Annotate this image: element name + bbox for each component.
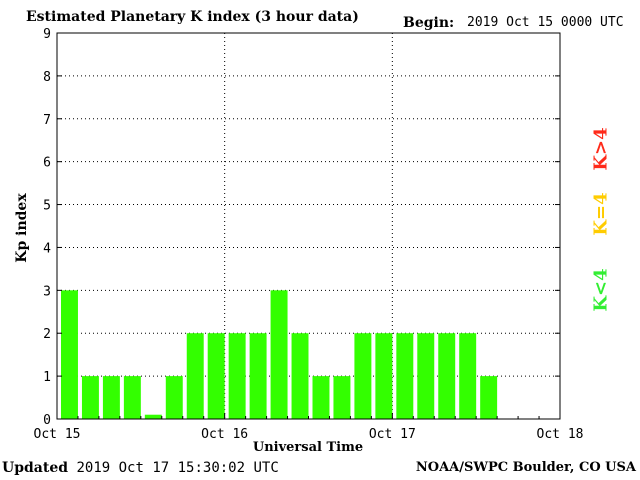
kp-bar [375,333,393,419]
y-tick-label: 7 [43,113,51,128]
kp-bar [312,376,330,419]
x-tick-label: Oct 17 [369,427,416,442]
begin-value: 2019 Oct 15 0000 UTC [467,15,624,30]
begin-label: Begin: [403,15,455,31]
kp-bar [438,333,456,419]
y-tick-label: 9 [43,27,51,42]
legend-k-equal-4: K=4 [590,192,612,236]
kp-bar [480,376,498,419]
chart-title: Estimated Planetary K index (3 hour data… [26,9,359,25]
kp-bar [333,376,351,419]
legend-k-greater-4: K>4 [590,127,612,171]
updated-value: 2019 Oct 17 15:30:02 UTC [76,460,279,476]
kp-bar [270,290,288,419]
x-axis-label: Universal Time [252,440,364,455]
x-ticks: Oct 15 Oct 16 Oct 17 Oct 18 [34,413,584,442]
credit-text: NOAA/SWPC Boulder, CO USA [415,460,636,475]
y-tick-label: 0 [43,413,51,428]
updated-timestamp: Updated 2019 Oct 17 15:30:02 UTC [2,460,279,476]
kp-bar [165,376,183,419]
y-tick-label: 4 [43,241,51,256]
kp-bar [354,333,372,419]
y-tick-label: 6 [43,156,51,171]
kp-bar [417,333,435,419]
kp-bar [459,333,477,419]
x-tick-label: Oct 15 [34,427,81,442]
y-tick-label: 3 [43,284,51,299]
grid-lines [57,33,560,419]
y-axis-label: Kp index [14,193,30,263]
kp-bar [123,376,141,419]
kp-bar [186,333,204,419]
x-tick-label: Oct 16 [201,427,248,442]
y-tick-label: 5 [43,199,51,214]
y-tick-label: 2 [43,327,51,342]
kp-bar [81,376,99,419]
y-tick-label: 1 [43,370,51,385]
kp-bar [144,414,162,419]
y-ticks: 0 1 2 3 4 5 6 7 8 9 [43,27,560,428]
kp-bar [228,333,246,419]
kp-bar [61,290,78,419]
kp-bar [291,333,309,419]
updated-label: Updated [2,460,69,476]
kp-bar [102,376,120,419]
kp-bar [249,333,267,419]
x-tick-label: Oct 18 [537,427,584,442]
bars-group [61,290,498,419]
kp-bar [396,333,414,419]
y-tick-label: 8 [43,70,51,85]
kp-bar [207,333,225,419]
legend-k-less-4: K<4 [590,268,612,312]
